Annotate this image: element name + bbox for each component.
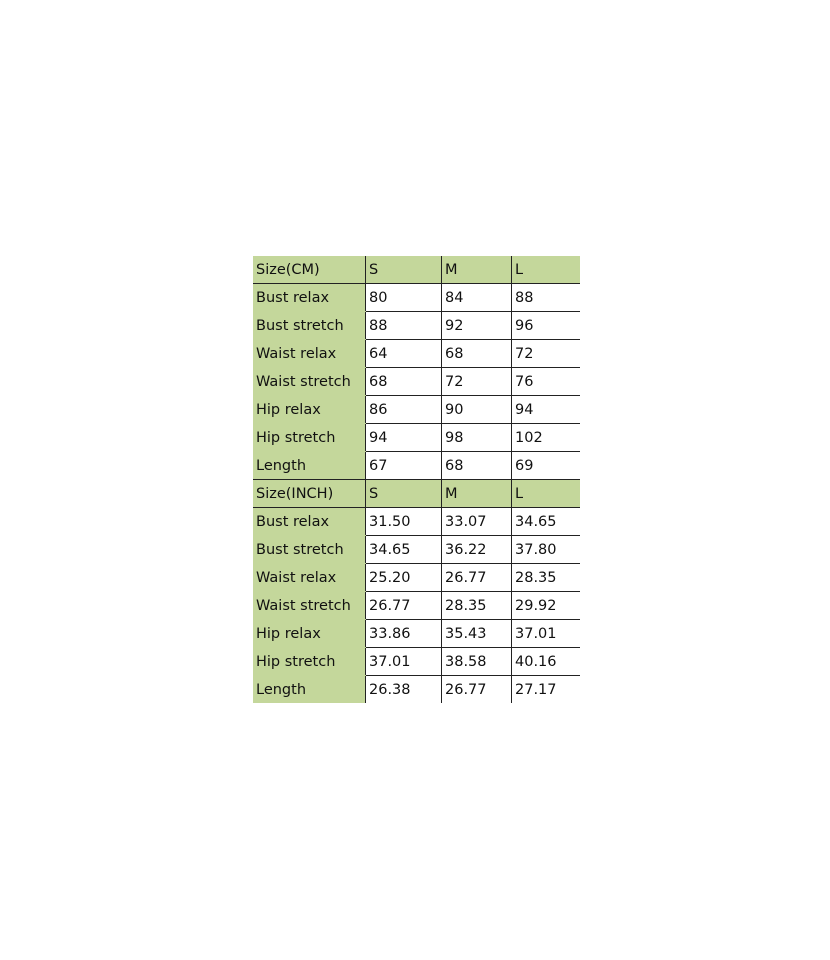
value-cell: 26.77 bbox=[365, 591, 442, 620]
table-row: Waist relax 64 68 72 bbox=[253, 339, 580, 368]
size-header-cell: M bbox=[441, 479, 512, 508]
table-row: Waist relax 25.20 26.77 28.35 bbox=[253, 563, 580, 592]
value-cell: 76 bbox=[511, 367, 580, 396]
value-cell: 80 bbox=[365, 283, 442, 312]
measurement-label-cell: Waist stretch bbox=[253, 367, 366, 396]
value-cell: 94 bbox=[511, 395, 580, 424]
value-cell: 68 bbox=[441, 451, 512, 480]
value-cell: 68 bbox=[441, 339, 512, 368]
value-cell: 33.07 bbox=[441, 507, 512, 536]
measurement-label-cell: Hip stretch bbox=[253, 647, 366, 676]
table-row: Bust relax 80 84 88 bbox=[253, 283, 580, 312]
value-cell: 40.16 bbox=[511, 647, 580, 676]
measurement-label-cell: Waist relax bbox=[253, 339, 366, 368]
table-row: Bust stretch 88 92 96 bbox=[253, 311, 580, 340]
measurement-label-cell: Waist stretch bbox=[253, 591, 366, 620]
value-cell: 72 bbox=[511, 339, 580, 368]
table-row: Waist stretch 68 72 76 bbox=[253, 367, 580, 396]
measurement-label-cell: Bust relax bbox=[253, 283, 366, 312]
measurement-label-cell: Hip stretch bbox=[253, 423, 366, 452]
value-cell: 35.43 bbox=[441, 619, 512, 648]
size-header-cell: S bbox=[365, 479, 442, 508]
value-cell: 25.20 bbox=[365, 563, 442, 592]
size-chart-body: Size(CM) S M L Bust relax 80 84 88 Bust stretch 8… bbox=[253, 256, 580, 703]
value-cell: 86 bbox=[365, 395, 442, 424]
value-cell: 34.65 bbox=[511, 507, 580, 536]
unit-header-cell: Size(CM) bbox=[253, 256, 366, 284]
size-header-cell: L bbox=[511, 256, 580, 284]
table-header-row: Size(CM) S M L bbox=[253, 256, 580, 284]
value-cell: 29.92 bbox=[511, 591, 580, 620]
value-cell: 38.58 bbox=[441, 647, 512, 676]
table-header-row: Size(INCH) S M L bbox=[253, 479, 580, 508]
size-chart-table: Size(CM) S M L Bust relax 80 84 88 Bust stretch 8… bbox=[253, 256, 580, 703]
measurement-label-cell: Hip relax bbox=[253, 395, 366, 424]
unit-header-cell: Size(INCH) bbox=[253, 479, 366, 508]
size-header-cell: M bbox=[441, 256, 512, 284]
table-row: Hip relax 86 90 94 bbox=[253, 395, 580, 424]
value-cell: 88 bbox=[511, 283, 580, 312]
value-cell: 33.86 bbox=[365, 619, 442, 648]
value-cell: 26.38 bbox=[365, 675, 442, 703]
value-cell: 27.17 bbox=[511, 675, 580, 703]
measurement-label-cell: Bust stretch bbox=[253, 311, 366, 340]
table-row: Bust stretch 34.65 36.22 37.80 bbox=[253, 535, 580, 564]
value-cell: 36.22 bbox=[441, 535, 512, 564]
value-cell: 31.50 bbox=[365, 507, 442, 536]
value-cell: 64 bbox=[365, 339, 442, 368]
value-cell: 26.77 bbox=[441, 675, 512, 703]
measurement-label-cell: Length bbox=[253, 451, 366, 480]
value-cell: 88 bbox=[365, 311, 442, 340]
value-cell: 84 bbox=[441, 283, 512, 312]
size-header-cell: S bbox=[365, 256, 442, 284]
value-cell: 37.01 bbox=[365, 647, 442, 676]
value-cell: 102 bbox=[511, 423, 580, 452]
value-cell: 94 bbox=[365, 423, 442, 452]
measurement-label-cell: Bust relax bbox=[253, 507, 366, 536]
measurement-label-cell: Waist relax bbox=[253, 563, 366, 592]
value-cell: 68 bbox=[365, 367, 442, 396]
value-cell: 69 bbox=[511, 451, 580, 480]
value-cell: 96 bbox=[511, 311, 580, 340]
measurement-label-cell: Hip relax bbox=[253, 619, 366, 648]
measurement-label-cell: Length bbox=[253, 675, 366, 703]
table-row: Length 26.38 26.77 27.17 bbox=[253, 675, 580, 703]
value-cell: 26.77 bbox=[441, 563, 512, 592]
table-row: Hip relax 33.86 35.43 37.01 bbox=[253, 619, 580, 648]
table-row: Waist stretch 26.77 28.35 29.92 bbox=[253, 591, 580, 620]
size-header-cell: L bbox=[511, 479, 580, 508]
measurement-label-cell: Bust stretch bbox=[253, 535, 366, 564]
value-cell: 34.65 bbox=[365, 535, 442, 564]
value-cell: 72 bbox=[441, 367, 512, 396]
table-row: Hip stretch 37.01 38.58 40.16 bbox=[253, 647, 580, 676]
table-row: Bust relax 31.50 33.07 34.65 bbox=[253, 507, 580, 536]
value-cell: 37.80 bbox=[511, 535, 580, 564]
table-row: Hip stretch 94 98 102 bbox=[253, 423, 580, 452]
value-cell: 28.35 bbox=[511, 563, 580, 592]
table-row: Length 67 68 69 bbox=[253, 451, 580, 480]
value-cell: 67 bbox=[365, 451, 442, 480]
value-cell: 92 bbox=[441, 311, 512, 340]
value-cell: 98 bbox=[441, 423, 512, 452]
value-cell: 90 bbox=[441, 395, 512, 424]
value-cell: 37.01 bbox=[511, 619, 580, 648]
value-cell: 28.35 bbox=[441, 591, 512, 620]
